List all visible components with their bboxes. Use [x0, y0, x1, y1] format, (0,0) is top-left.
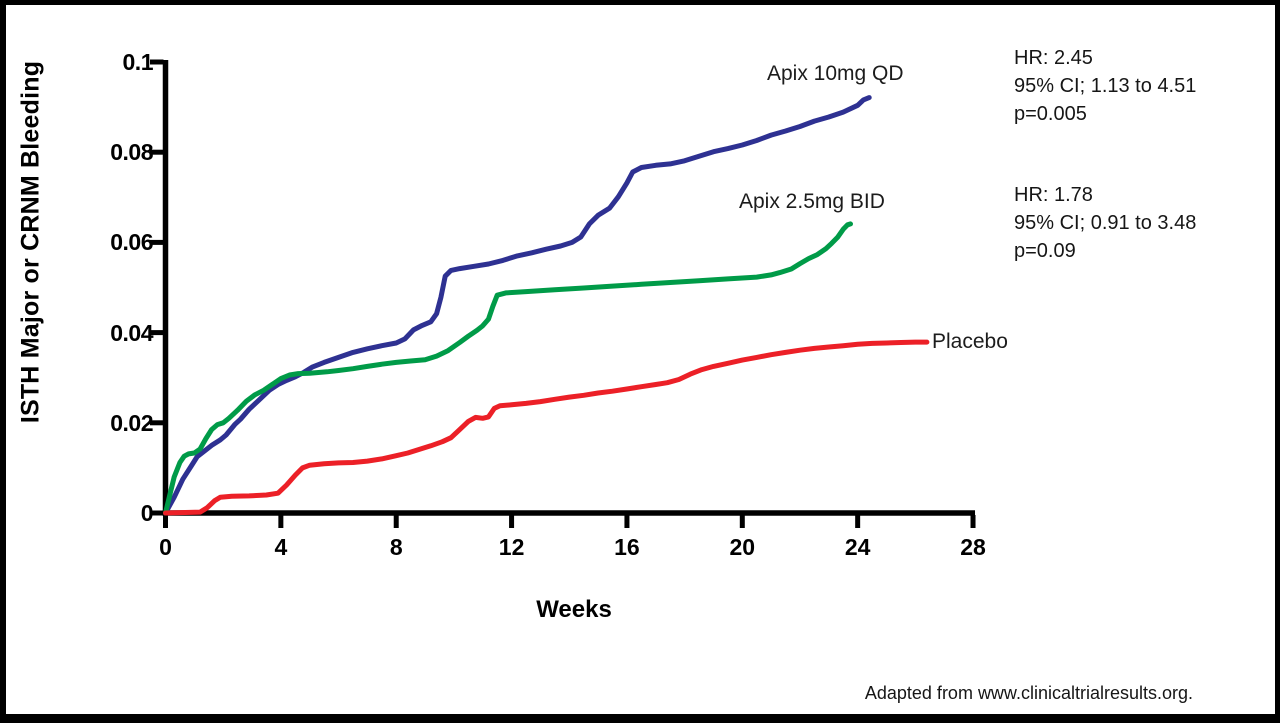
x-tick-label: 24	[844, 534, 871, 560]
ci-value: 95% CI; 0.91 to 3.48	[1014, 212, 1197, 234]
p-value: p=0.005	[1014, 103, 1087, 125]
series-label-placebo: Placebo	[932, 330, 1008, 353]
x-tick-label: 8	[389, 534, 403, 560]
p-value: p=0.09	[1014, 240, 1076, 262]
x-tick-label: 0	[159, 534, 172, 560]
stats-annotation-apix-10mg-qd: HR: 2.45 95% CI; 1.13 to 4.51 p=0.005	[1014, 44, 1196, 128]
y-tick-label: 0.1	[122, 49, 154, 75]
y-tick-label: 0.08	[110, 139, 153, 166]
x-tick-label: 20	[729, 534, 756, 560]
x-tick-label: 4	[274, 534, 288, 560]
series-line-apix-2-5mg-bid	[163, 221, 853, 516]
y-tick-label: 0.02	[110, 409, 153, 436]
x-axis-title: Weeks	[536, 596, 612, 623]
y-tick-label: 0.06	[110, 229, 153, 256]
ci-value: 95% CI; 1.13 to 4.51	[1014, 75, 1197, 97]
x-tick-label: 28	[960, 534, 986, 560]
series-label-apix-10mg-qd: Apix 10mg QD	[767, 62, 904, 85]
series-label-apix-2-5mg-bid: Apix 2.5mg BID	[739, 190, 885, 213]
hr-value: HR: 1.78	[1014, 184, 1093, 206]
x-tick-label: 12	[498, 534, 525, 560]
y-axis-title: ISTH Major or CRNM Bleeding	[16, 60, 45, 424]
y-tick-label: 0.04	[110, 319, 153, 346]
source-attribution: Adapted from www.clinicaltrialresults.or…	[864, 683, 1193, 703]
series-line-placebo	[163, 339, 930, 516]
series-line-apix-10mg-qd	[163, 95, 872, 516]
hr-value: HR: 2.45	[1014, 47, 1093, 69]
y-tick-label: 0	[140, 500, 154, 526]
x-tick-label: 16	[614, 534, 640, 560]
stats-annotation-apix-2-5mg-bid: HR: 1.78 95% CI; 0.91 to 3.48 p=0.09	[1014, 181, 1196, 265]
